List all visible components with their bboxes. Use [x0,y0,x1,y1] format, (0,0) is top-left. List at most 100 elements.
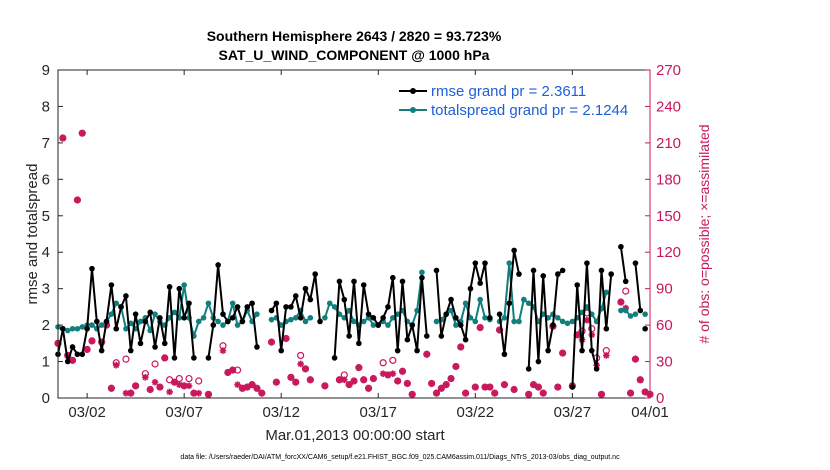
totalspread-point-3-20 [419,269,425,276]
totalspread-point-0-20 [152,311,158,317]
totalspread-point-4-7 [467,315,474,321]
obs-assimilated-marker-38 [273,378,280,386]
obs-assimilated-marker-69 [462,389,469,397]
totalspread-point-0-33 [215,318,221,325]
totalspread-point-4-6 [462,300,469,307]
right-tick-label-9: 270 [656,62,681,79]
rmse-point-3-15 [404,336,411,343]
x-axis-label: Mar.01,2013 00:00:00 start [265,427,445,444]
obs-assimilated-marker-80 [535,383,542,391]
rmse-series [55,243,648,390]
rmse-point-1-6 [234,304,241,310]
rmse-line-segment-8 [619,246,627,282]
x-tick-label-0: 03/02 [68,404,106,421]
rmse-point-1-0 [205,355,212,361]
rmse-point-3-9 [375,322,382,328]
obs-assimilated-marker-53 [370,375,377,382]
left-tick-label-1: 1 [42,354,50,371]
obs-assimilated-marker-46 [336,376,343,384]
rmse-line-segment-9 [634,263,642,311]
obs-assimilated-marker-65 [442,381,450,388]
rmse-point-0-12 [113,325,120,332]
legend-totalspread-marker [410,107,416,113]
rmse-point-3-13 [394,347,401,354]
rmse-point-3-2 [341,296,348,303]
obs-assimilated-marker-83 [554,383,562,391]
obs-assimilated-marker-42 [297,360,304,368]
totalspread-point-2-0 [268,316,275,323]
rmse-point-5-0 [496,311,503,317]
rmse-point-2-4 [288,304,294,310]
totalspread-point-3-0 [322,315,328,321]
rmse-point-0-16 [132,311,139,317]
rmse-point-6-1 [530,267,537,274]
obs-assimilated-marker-70 [472,383,479,391]
right-tick-label-0: 0 [656,390,664,407]
rmse-point-3-1 [336,278,343,285]
obs-assimilated-marker-61 [423,350,431,358]
totalspread-point-0-17 [137,318,144,325]
right-tick-label-4: 120 [656,244,681,261]
right-tick-label-3: 90 [656,281,673,298]
obs-assimilated-marker-67 [452,363,460,370]
rmse-point-4-3 [448,296,454,303]
totalspread-point-2-7 [302,318,309,325]
rmse-point-3-6 [360,282,367,288]
obs-assimilated-marker-16 [146,386,154,393]
rmse-point-1-8 [244,304,251,310]
chart-title: Southern Hemisphere 2643 / 2820 = 93.723… [207,28,502,44]
obs-assimilated-marker-52 [365,384,372,392]
totalspread-point-0-5 [79,324,86,330]
totalspread-point-5-4 [516,318,522,325]
obs-assimilated-marker-92 [603,352,610,359]
obs-assimilated-marker-98 [641,388,649,396]
totalspread-point-4-9 [477,296,483,303]
rmse-point-0-7 [89,265,95,272]
rmse-point-0-8 [94,318,100,325]
obs-assimilated-marker-17 [151,378,159,386]
obs-assimilated-marker-15 [142,374,149,381]
rmse-point-3-7 [365,311,372,317]
obs-possible-marker-42 [297,351,305,360]
right-tick-label-2: 60 [656,317,673,334]
obs-assimilated-marker-68 [457,343,465,351]
totalspread-point-0-12 [113,300,120,307]
totalspread-point-3-6 [351,318,357,325]
obs-assimilated-marker-54 [379,370,387,378]
rmse-point-0-25 [176,285,183,292]
rmse-point-3-3 [346,333,352,339]
totalspread-point-2-5 [292,315,299,321]
y-axis-label-right: # of obs: o=possible; ×=assimilated [696,124,712,343]
obs-assimilated-marker-58 [399,367,406,375]
left-tick-label-3: 3 [42,281,50,298]
totalspread-point-1-0 [220,322,226,328]
obs-assimilated-marker-75 [496,326,503,334]
totalspread-point-6-0 [569,318,576,325]
rmse-point-3-19 [423,333,430,339]
rmse-point-8-1 [622,278,629,285]
obs-assimilated-marker-7 [88,337,96,345]
rmse-point-1-7 [239,318,246,325]
right-tick-label-6: 180 [656,171,681,188]
totalspread-point-0-3 [69,325,76,332]
totalspread-point-5-12 [555,315,561,321]
obs-assimilated-marker-72 [481,383,489,391]
rmse-point-0-1 [60,325,66,332]
rmse-point-0-11 [108,282,115,288]
obs-assimilated-marker-50 [355,364,363,371]
obs-assimilated-marker-48 [345,381,353,388]
x-tick-label-3: 03/17 [359,404,397,421]
rmse-point-3-8 [370,315,377,321]
legend: rmse grand pr = 2.3611 totalspread grand… [399,83,628,119]
rmse-point-3-10 [380,315,386,321]
rmse-point-6-2 [535,358,542,365]
obs-assimilated-marker-74 [491,389,499,397]
obs-assimilated-marker-62 [428,380,435,387]
rmse-point-3-14 [399,278,406,285]
rmse-point-7-1 [574,282,581,288]
totalspread-point-7-1 [622,307,629,314]
obs-possible-marker-17 [151,360,159,368]
rmse-point-4-5 [457,322,464,328]
obs-assimilated-marker-27 [205,391,212,398]
obs-assimilated-marker-41 [292,378,300,386]
